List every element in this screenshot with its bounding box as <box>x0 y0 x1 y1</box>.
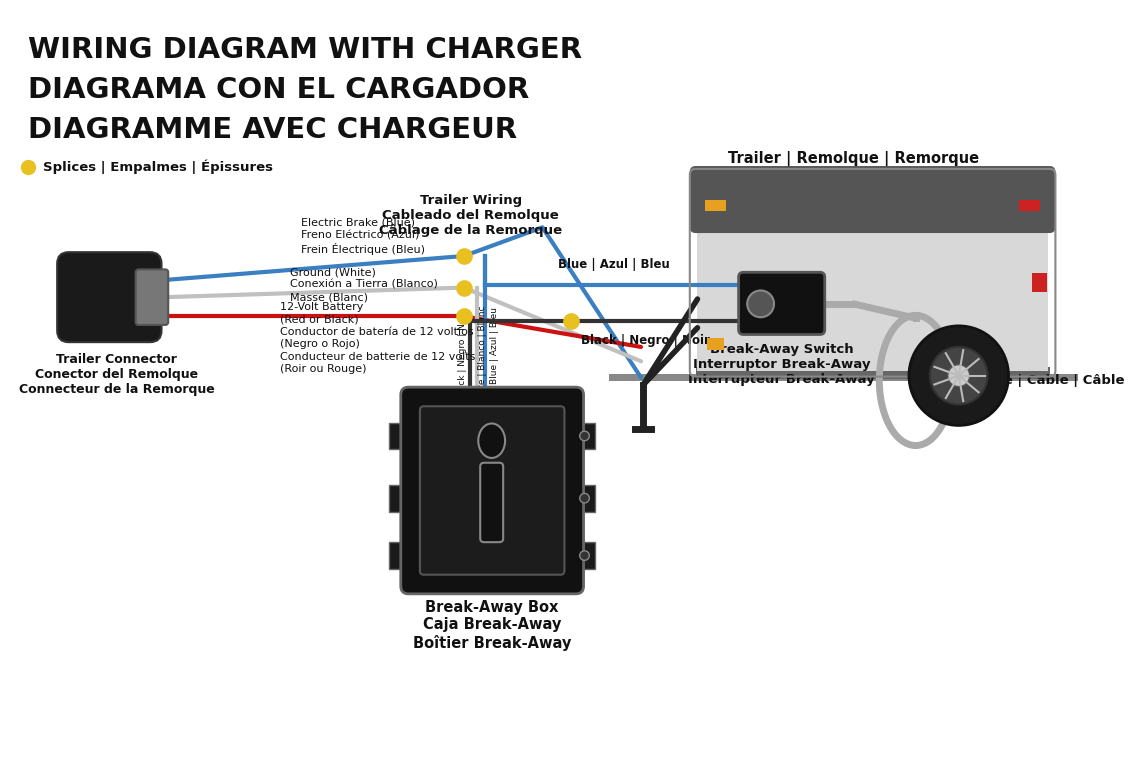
Circle shape <box>580 494 589 503</box>
Text: Break-Away Box
Caja Break-Away
Boîtier Break-Away: Break-Away Box Caja Break-Away Boîtier B… <box>412 600 571 651</box>
Text: Trailer | Remolque | Remorque: Trailer | Remolque | Remorque <box>728 151 979 167</box>
Text: White | Blanco | Blanc: White | Blanco | Blanc <box>479 306 487 406</box>
Text: Electric Brake (Blue)
Freno Eléctrico (Azul)
Frein Électrique (Bleu): Electric Brake (Blue) Freno Eléctrico (A… <box>301 218 425 255</box>
Text: DIAGRAMME AVEC CHARGEUR: DIAGRAMME AVEC CHARGEUR <box>28 116 517 144</box>
FancyBboxPatch shape <box>480 463 503 542</box>
Circle shape <box>580 551 589 560</box>
Text: Cable | Cable | Câble: Cable | Cable | Câble <box>971 374 1125 387</box>
Circle shape <box>580 431 589 441</box>
Text: 12-Volt Battery
(Red or Black)
Conductor de batería de 12 voltios
(Negro o Rojo): 12-Volt Battery (Red or Black) Conductor… <box>280 302 475 374</box>
Circle shape <box>930 347 987 405</box>
FancyBboxPatch shape <box>57 252 162 342</box>
FancyBboxPatch shape <box>698 222 1048 370</box>
FancyBboxPatch shape <box>574 484 595 512</box>
Text: Break-Away Switch
Interruptor Break-Away
Interrupteur Break-Away: Break-Away Switch Interruptor Break-Away… <box>689 343 875 386</box>
Text: Black | Negro | Noir: Black | Negro | Noir <box>458 312 467 399</box>
Circle shape <box>948 365 970 387</box>
Text: Blue | Azul | Bleu: Blue | Azul | Bleu <box>558 258 670 271</box>
Text: Trailer Wiring
Cableado del Remolque
Câblage de la Remorque: Trailer Wiring Cableado del Remolque Câb… <box>379 193 563 237</box>
FancyBboxPatch shape <box>738 272 824 335</box>
FancyBboxPatch shape <box>705 200 727 211</box>
Text: Trailer Connector
Conector del Remolque
Connecteur de la Remorque: Trailer Connector Conector del Remolque … <box>18 353 215 395</box>
FancyBboxPatch shape <box>135 269 169 325</box>
FancyBboxPatch shape <box>1019 200 1040 211</box>
FancyBboxPatch shape <box>690 166 1055 233</box>
FancyBboxPatch shape <box>389 542 410 569</box>
Text: Ground (White)
Conexión a Tierra (Blanco)
Masse (Blanc): Ground (White) Conexión a Tierra (Blanco… <box>289 268 437 303</box>
Text: WIRING DIAGRAM WITH CHARGER: WIRING DIAGRAM WITH CHARGER <box>28 36 582 64</box>
Text: Black | Negro | Noir: Black | Negro | Noir <box>581 335 709 348</box>
Text: DIAGRAMA CON EL CARGADOR: DIAGRAMA CON EL CARGADOR <box>28 76 529 104</box>
FancyBboxPatch shape <box>420 406 565 575</box>
FancyBboxPatch shape <box>389 423 410 449</box>
FancyBboxPatch shape <box>610 374 1078 381</box>
Text: Blue | Azul | Bleu: Blue | Azul | Bleu <box>490 307 498 385</box>
FancyBboxPatch shape <box>401 387 583 594</box>
FancyBboxPatch shape <box>389 484 410 512</box>
FancyBboxPatch shape <box>707 339 724 349</box>
Circle shape <box>909 326 1008 425</box>
FancyBboxPatch shape <box>574 423 595 449</box>
FancyBboxPatch shape <box>574 542 595 569</box>
Text: Splices | Empalmes | Épissures: Splices | Empalmes | Épissures <box>42 160 273 174</box>
FancyBboxPatch shape <box>1032 273 1047 292</box>
Ellipse shape <box>479 424 505 458</box>
FancyBboxPatch shape <box>696 367 1049 378</box>
Circle shape <box>747 290 774 317</box>
